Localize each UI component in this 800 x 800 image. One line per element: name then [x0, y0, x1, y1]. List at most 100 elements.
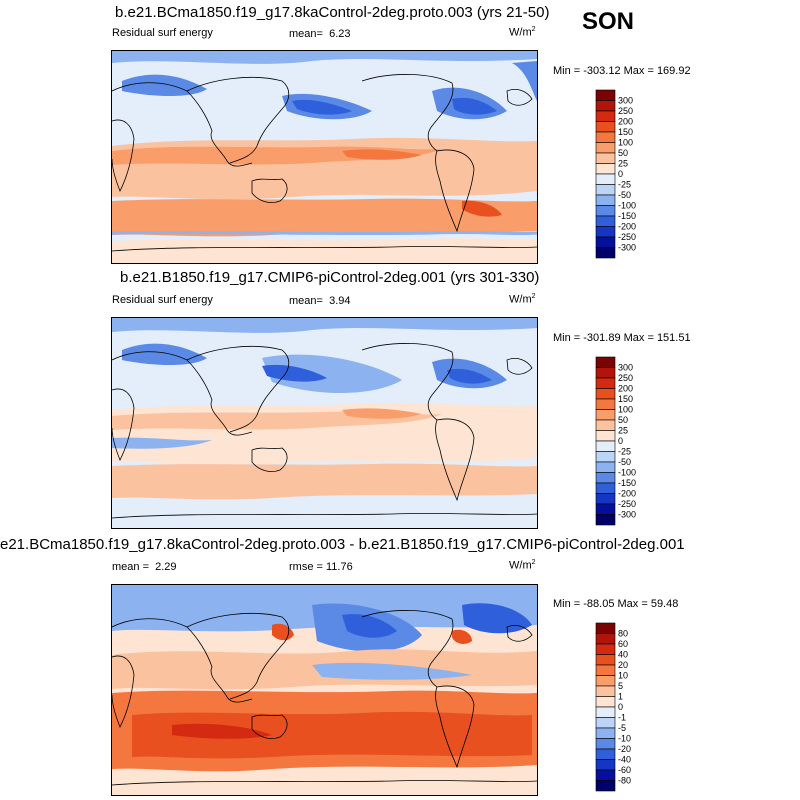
colorbar-box	[595, 194, 616, 206]
colorbar-box	[595, 173, 616, 185]
panel-2-mean-label: mean=	[289, 295, 323, 307]
coast-australia	[251, 714, 288, 739]
colorbar-box	[595, 163, 616, 175]
panel-3-title: e21.BCma1850.f19_g17.8kaControl-2deg.pro…	[0, 536, 685, 553]
colorbar-tick-label: -150	[618, 211, 636, 221]
neg-core-gulfstream	[447, 368, 492, 384]
colorbar-box	[595, 717, 616, 729]
colorbar-tick-label: -5	[618, 723, 626, 733]
colorbar-tick-label: -25	[618, 447, 631, 457]
coastlines	[112, 610, 537, 786]
colorbar-tick-label: 5	[618, 681, 623, 691]
panel-2-mean: mean= 3.94	[289, 295, 351, 307]
panel-1-map-svg	[112, 51, 537, 263]
colorbar-box	[595, 236, 616, 248]
colorbar-box	[595, 184, 616, 196]
coast-south-america	[435, 685, 475, 769]
colorbar-box	[595, 780, 616, 792]
colorbar-box	[595, 738, 616, 750]
colorbar-tick-label: -250	[618, 499, 636, 509]
panel-3-rmse-label: rmse =	[289, 561, 323, 573]
colorbar-box	[595, 643, 616, 655]
colorbar-box	[595, 759, 616, 771]
neg-region-nordic	[512, 61, 537, 101]
colorbar-tick-label: -20	[618, 744, 631, 754]
panel-2-map	[111, 317, 538, 529]
colorbar-tick-label: -250	[618, 232, 636, 242]
colorbar-tick-label: 80	[618, 629, 628, 639]
coast-europe	[506, 358, 533, 375]
colorbar-box	[595, 409, 616, 421]
colorbar-box	[595, 377, 616, 389]
colorbar-tick-label: 20	[618, 660, 628, 670]
colorbar-box	[595, 430, 616, 442]
colorbar-tick-label: 25	[618, 426, 628, 436]
neg-core-kuroshio	[262, 364, 327, 382]
colorbar-tick-label: -25	[618, 180, 631, 190]
colorbar-box	[595, 769, 616, 781]
colorbar-box	[595, 451, 616, 463]
colorbar-box	[595, 100, 616, 112]
coast-antarctica	[112, 513, 537, 519]
coast-north-america	[361, 610, 454, 688]
colorbar-box	[595, 152, 616, 164]
colorbar-tick-label: -100	[618, 201, 636, 211]
coast-africa	[112, 655, 135, 728]
colorbar-box	[595, 482, 616, 494]
colorbar-box	[595, 356, 616, 368]
colorbar-box	[595, 440, 616, 452]
colorbar-tick-label: 250	[618, 373, 633, 383]
colorbar-tick-label: -100	[618, 468, 636, 478]
coast-east-asia	[186, 612, 290, 700]
panel-3-mean-value: 2.29	[155, 561, 177, 573]
colorbar-box	[595, 247, 616, 259]
neg-core-north-pacific	[342, 614, 397, 638]
colorbar-tick-label: 150	[618, 394, 633, 404]
pos-gulfstream	[452, 629, 472, 644]
colorbar-tick-label: -300	[618, 510, 636, 520]
colorbar-tick-label: -300	[618, 243, 636, 253]
colorbar-box	[595, 131, 616, 143]
colorbar-tick-label: 0	[618, 702, 623, 712]
colorbar-tick-label: -1	[618, 713, 626, 723]
colorbar-box	[595, 664, 616, 676]
colorbar-box	[595, 215, 616, 227]
pos-southern-band	[112, 463, 537, 500]
coast-africa	[112, 119, 135, 192]
coastlines	[112, 74, 537, 252]
colorbar-box	[595, 633, 616, 645]
colorbar-box	[595, 419, 616, 431]
arctic-cool-band	[112, 51, 537, 64]
coast-eurasia	[112, 351, 253, 436]
panel-2-variable: Residual surf energy	[112, 294, 213, 306]
panel-1-minmax: Min = -303.12 Max = 169.92	[553, 65, 691, 77]
panel-3-rmse: rmse = 11.76	[289, 561, 353, 573]
coast-south-america	[435, 418, 475, 502]
neg-equatorial-pacific	[312, 662, 472, 680]
colorbar-tick-label: 100	[618, 405, 633, 415]
coast-europe	[506, 89, 533, 106]
colorbar-box	[595, 205, 616, 217]
colorbar-box	[595, 706, 616, 718]
pos-patagonia	[462, 200, 502, 217]
panel-3-minmax: Min = -88.05 Max = 59.48	[553, 598, 679, 610]
colorbar-box	[595, 748, 616, 760]
colorbar-box	[595, 388, 616, 400]
colorbar-box	[595, 514, 616, 526]
panel-2-mean-value: 3.94	[329, 295, 351, 307]
colorbar-box	[595, 121, 616, 133]
colorbar-box	[595, 622, 616, 634]
season-label: SON	[582, 8, 635, 35]
colorbar-tick-label: 100	[618, 138, 633, 148]
colorbar-box	[595, 503, 616, 515]
colorbar-tick-label: 300	[618, 96, 633, 106]
coast-north-america	[361, 343, 454, 421]
pos-equatorial-pacific	[342, 408, 422, 419]
colorbar-box	[595, 654, 616, 666]
panel-2-minmax: Min = -301.89 Max = 151.51	[553, 332, 691, 344]
colorbar-tick-label: -50	[618, 457, 631, 467]
coast-eurasia	[112, 618, 253, 703]
colorbar-tick-label: 0	[618, 436, 623, 446]
antarctic-cool-line	[112, 230, 537, 236]
